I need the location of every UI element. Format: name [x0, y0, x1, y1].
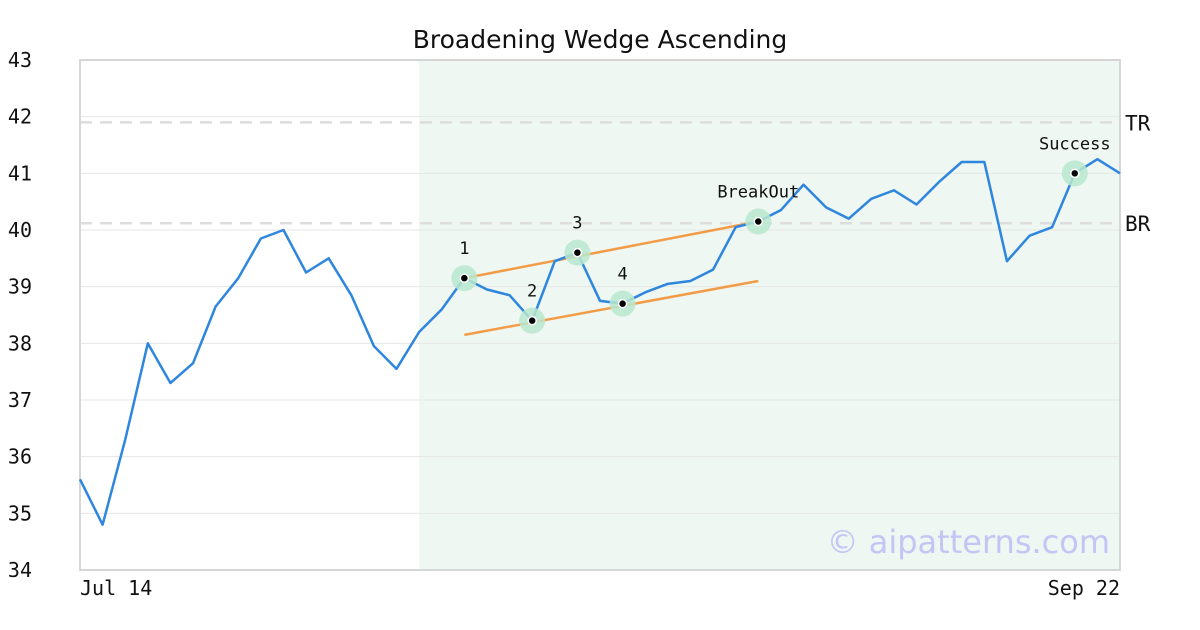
- level-layer: TR BR: [80, 111, 1151, 236]
- y-tick-label: 41: [8, 161, 32, 185]
- point-marker: [527, 315, 537, 326]
- level-label: TR: [1125, 111, 1151, 135]
- point-label: BreakOut: [717, 183, 799, 203]
- x-tick-label: Sep 22: [1048, 576, 1120, 600]
- trendline: [464, 220, 759, 280]
- point-marker: [753, 216, 764, 227]
- y-tick-label: 34: [8, 558, 32, 582]
- point-marker: [1070, 168, 1080, 179]
- y-tick-label: 40: [8, 218, 32, 242]
- y-tick-label: 36: [8, 445, 32, 469]
- chart-title: Broadening Wedge Ascending: [413, 25, 788, 54]
- y-tick-label: 38: [8, 331, 32, 355]
- point-label: 1: [459, 239, 469, 259]
- x-tick-label: Jul 14: [80, 576, 152, 600]
- y-tick-label: 42: [8, 105, 32, 129]
- y-tick-label: 43: [8, 48, 32, 72]
- point-label: Success: [1039, 134, 1111, 154]
- point-marker: [572, 247, 583, 258]
- y-tick-label: 39: [8, 275, 32, 299]
- point-label: 2: [527, 282, 537, 302]
- point-marker: [459, 273, 470, 283]
- level-label: BR: [1125, 212, 1151, 236]
- price-line-layer: [78, 157, 1121, 526]
- point-label: 3: [572, 214, 582, 234]
- price-line: [78, 157, 1121, 526]
- grid-layer: [80, 116, 1120, 514]
- y-tick-label: 35: [8, 501, 32, 525]
- y-tick-label: 37: [8, 388, 32, 412]
- plot-frame: [79, 59, 1121, 571]
- point-label: 4: [617, 265, 627, 285]
- point-marker: [617, 298, 628, 309]
- pattern-points-layer: 1 2 3 4 BreakOut Success: [451, 134, 1111, 334]
- watermark: © aipatterns.com: [827, 523, 1110, 561]
